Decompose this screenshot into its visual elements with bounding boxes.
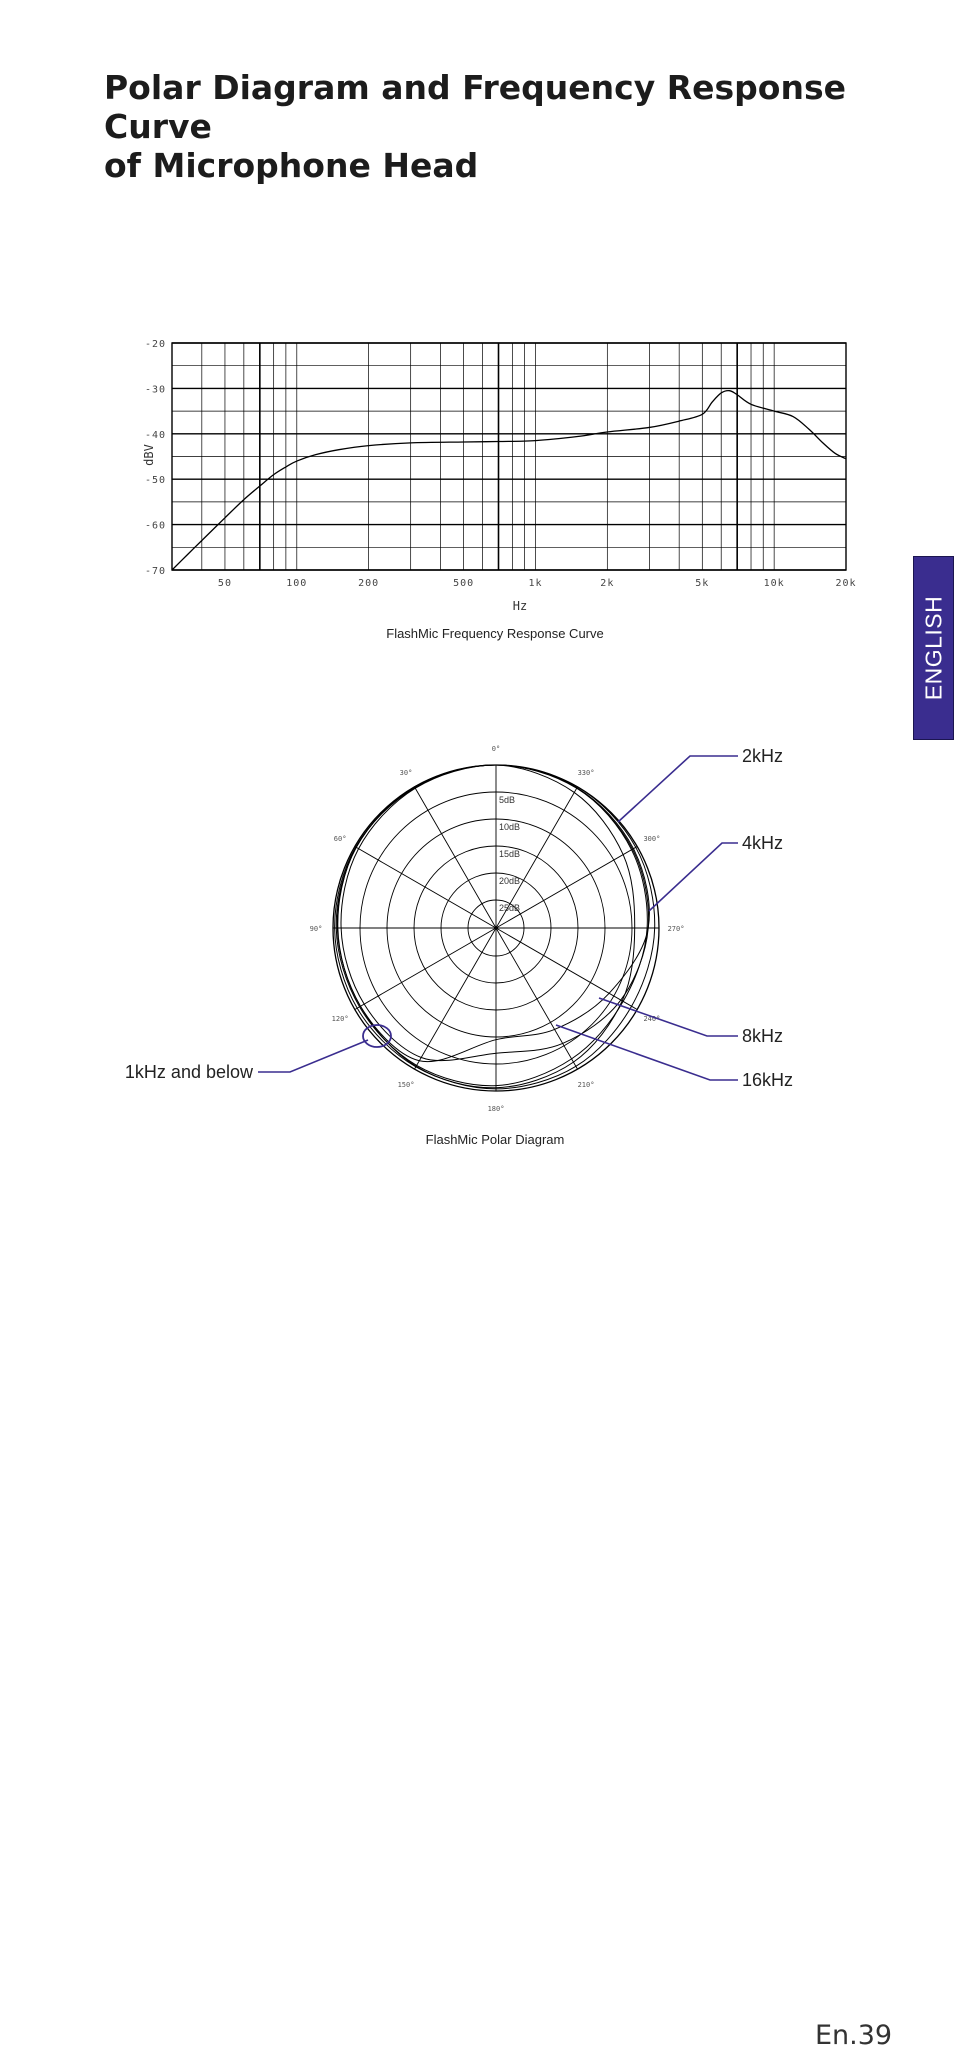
polar-angle-label: 300°: [643, 835, 660, 843]
polar-curve-16khz: [340, 764, 650, 1062]
freq-x-tick-label: 1k: [528, 578, 542, 589]
freq-x-tick-label: 100: [286, 578, 307, 589]
polar-callout-label: 16kHz: [742, 1070, 793, 1090]
polar-angle-label: 270°: [668, 925, 685, 933]
polar-ring-label: 20dB: [499, 876, 520, 886]
polar-callout-line: [598, 997, 738, 1037]
freq-y-tick-label: -70: [145, 566, 166, 577]
polar-angle-label: 90°: [310, 925, 323, 933]
polar-callout-line: [648, 842, 738, 912]
frequency-chart-caption: FlashMic Frequency Response Curve: [386, 626, 604, 641]
polar-angle-label: 60°: [334, 835, 347, 843]
freq-x-tick-label: 50: [218, 578, 232, 589]
polar-angle-label: 210°: [578, 1081, 595, 1089]
polar-spoke: [354, 846, 497, 929]
freq-x-tick-label: 10k: [764, 578, 785, 589]
polar-angle-label: 150°: [398, 1081, 415, 1089]
polar-callout-label: 8kHz: [742, 1026, 783, 1046]
polar-spoke: [495, 846, 638, 929]
polar-ring-label: 15dB: [499, 849, 520, 859]
polar-ring-label: 10dB: [499, 822, 520, 832]
freq-y-axis-label: dBV: [142, 444, 156, 466]
polar-callout-line: [555, 1024, 738, 1081]
polar-spoke: [414, 927, 497, 1070]
freq-x-tick-label: 2k: [600, 578, 614, 589]
polar-diagram-chart: 5dB 10dB 15dB 20dB 25dB 0° 30° 60° 90° 120° 150° 18…: [125, 745, 793, 1113]
freq-plot-frame: [171, 342, 847, 571]
polar-spoke: [495, 786, 578, 929]
polar-curve-8khz: [337, 764, 650, 1063]
freq-y-tick-label: -20: [145, 339, 166, 350]
page-title-line-2: of Microphone Head: [104, 146, 479, 185]
polar-angle-label: 30°: [400, 769, 413, 777]
polar-angle-label: 120°: [332, 1015, 349, 1023]
freq-y-tick-label: -60: [145, 521, 166, 532]
freq-x-tick-label: 5k: [695, 578, 709, 589]
freq-x-tick-label: 20k: [835, 578, 856, 589]
polar-angle-label: 0°: [492, 745, 500, 753]
polar-callout-line: [617, 755, 738, 823]
freq-y-tick-label: -50: [145, 475, 166, 486]
page-title: Polar Diagram and Frequency Response Cur…: [104, 68, 904, 185]
polar-spoke: [354, 927, 497, 1010]
freq-y-tick-label: -30: [145, 384, 166, 395]
polar-angle-label: 240°: [643, 1015, 660, 1023]
page-number: En.39: [815, 2020, 893, 2051]
polar-spoke: [495, 927, 578, 1070]
page-title-line-1: Polar Diagram and Frequency Response Cur…: [104, 68, 846, 146]
polar-curve-2khz: [334, 764, 636, 1089]
freq-y-tick-label: -40: [145, 430, 166, 441]
polar-callout-circle: [362, 1024, 392, 1048]
polar-chart-caption: FlashMic Polar Diagram: [425, 1132, 565, 1147]
polar-ring-label: 25dB: [499, 903, 520, 913]
polar-angle-label: 180°: [488, 1105, 505, 1113]
polar-ring-label: 5dB: [499, 795, 515, 805]
freq-x-axis-label: Hz: [513, 599, 527, 613]
polar-callout-line: [258, 1039, 369, 1073]
frequency-response-chart: 50 100 200 500 1k 2k 5k 10k 20k -20 -30 -40 -50 -60 -7…: [142, 339, 856, 613]
polar-angle-label: 330°: [578, 769, 595, 777]
polar-spoke: [495, 927, 638, 1010]
polar-callout-label: 4kHz: [742, 833, 783, 853]
freq-x-tick-label: 500: [453, 578, 474, 589]
polar-spoke: [414, 786, 497, 929]
polar-callout-label: 1kHz and below: [125, 1062, 254, 1082]
polar-callout-label: 2kHz: [742, 746, 783, 766]
freq-x-tick-label: 200: [358, 578, 379, 589]
freq-response-line: [171, 389, 847, 571]
